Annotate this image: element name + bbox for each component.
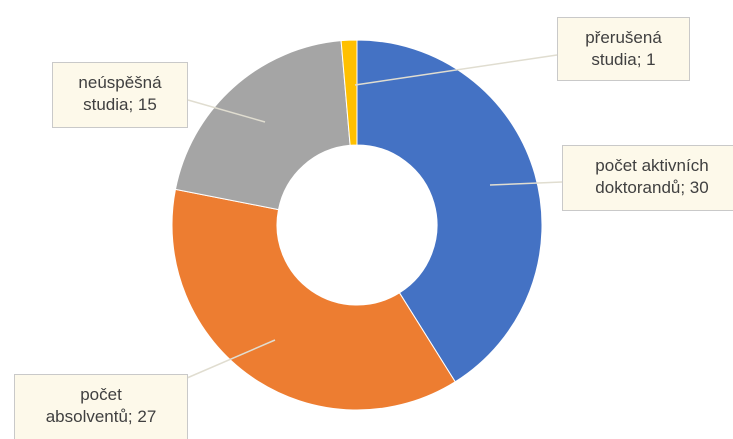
leader-line (489, 181, 563, 186)
donut-slice (340, 39, 358, 146)
donut-slice (174, 40, 351, 211)
leader-line (354, 54, 558, 86)
donut-slice (356, 39, 543, 383)
donut-slice (171, 188, 456, 411)
data-label: přerušená studia; 1 (557, 17, 690, 81)
leader-line (186, 339, 276, 379)
data-label: počet aktivních doktorandů; 30 (562, 145, 733, 211)
leader-line (187, 99, 266, 123)
data-label: neúspěšná studia; 15 (52, 62, 188, 128)
data-label: počet absolventů; 27 (14, 374, 188, 439)
